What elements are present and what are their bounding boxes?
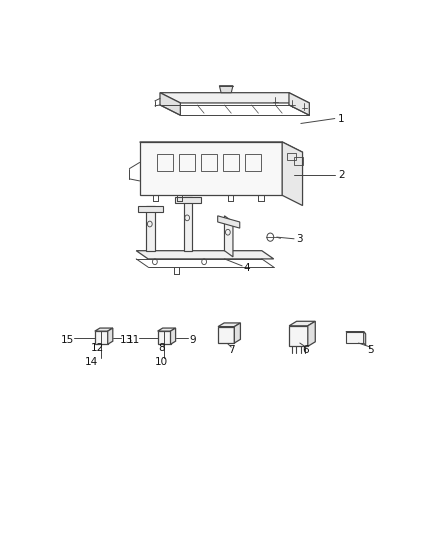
- Polygon shape: [364, 332, 366, 345]
- Text: 10: 10: [155, 357, 168, 367]
- Polygon shape: [289, 321, 315, 326]
- Bar: [294, 157, 303, 165]
- Polygon shape: [175, 197, 201, 204]
- Polygon shape: [160, 93, 309, 103]
- Text: 2: 2: [338, 170, 345, 180]
- Text: 11: 11: [127, 335, 140, 345]
- Polygon shape: [108, 328, 113, 344]
- Polygon shape: [224, 216, 233, 257]
- Polygon shape: [218, 323, 240, 327]
- Polygon shape: [218, 216, 240, 228]
- Text: 7: 7: [228, 345, 235, 356]
- Text: 13: 13: [120, 335, 133, 345]
- Polygon shape: [136, 251, 274, 259]
- Polygon shape: [140, 142, 282, 195]
- Polygon shape: [289, 326, 308, 346]
- Text: 4: 4: [243, 263, 250, 273]
- Text: 9: 9: [189, 335, 195, 345]
- Polygon shape: [140, 142, 303, 152]
- Bar: [287, 153, 296, 160]
- Polygon shape: [146, 206, 155, 251]
- Text: 1: 1: [338, 114, 345, 124]
- Polygon shape: [160, 93, 180, 115]
- Polygon shape: [184, 197, 192, 251]
- Text: 14: 14: [85, 357, 98, 367]
- Polygon shape: [170, 328, 176, 344]
- Text: 3: 3: [296, 234, 303, 244]
- Polygon shape: [289, 93, 309, 115]
- Text: 5: 5: [367, 345, 374, 356]
- Text: 8: 8: [159, 343, 165, 353]
- Text: 6: 6: [303, 345, 309, 356]
- Polygon shape: [138, 206, 163, 212]
- Polygon shape: [219, 86, 233, 93]
- Polygon shape: [95, 331, 108, 344]
- Polygon shape: [308, 321, 315, 346]
- Polygon shape: [346, 332, 364, 343]
- Polygon shape: [234, 323, 240, 343]
- Text: 12: 12: [91, 343, 104, 353]
- Polygon shape: [158, 328, 176, 331]
- Polygon shape: [282, 142, 303, 206]
- Polygon shape: [346, 332, 366, 334]
- Polygon shape: [218, 327, 234, 343]
- Polygon shape: [95, 328, 113, 331]
- Polygon shape: [158, 331, 170, 344]
- Text: 15: 15: [61, 335, 74, 345]
